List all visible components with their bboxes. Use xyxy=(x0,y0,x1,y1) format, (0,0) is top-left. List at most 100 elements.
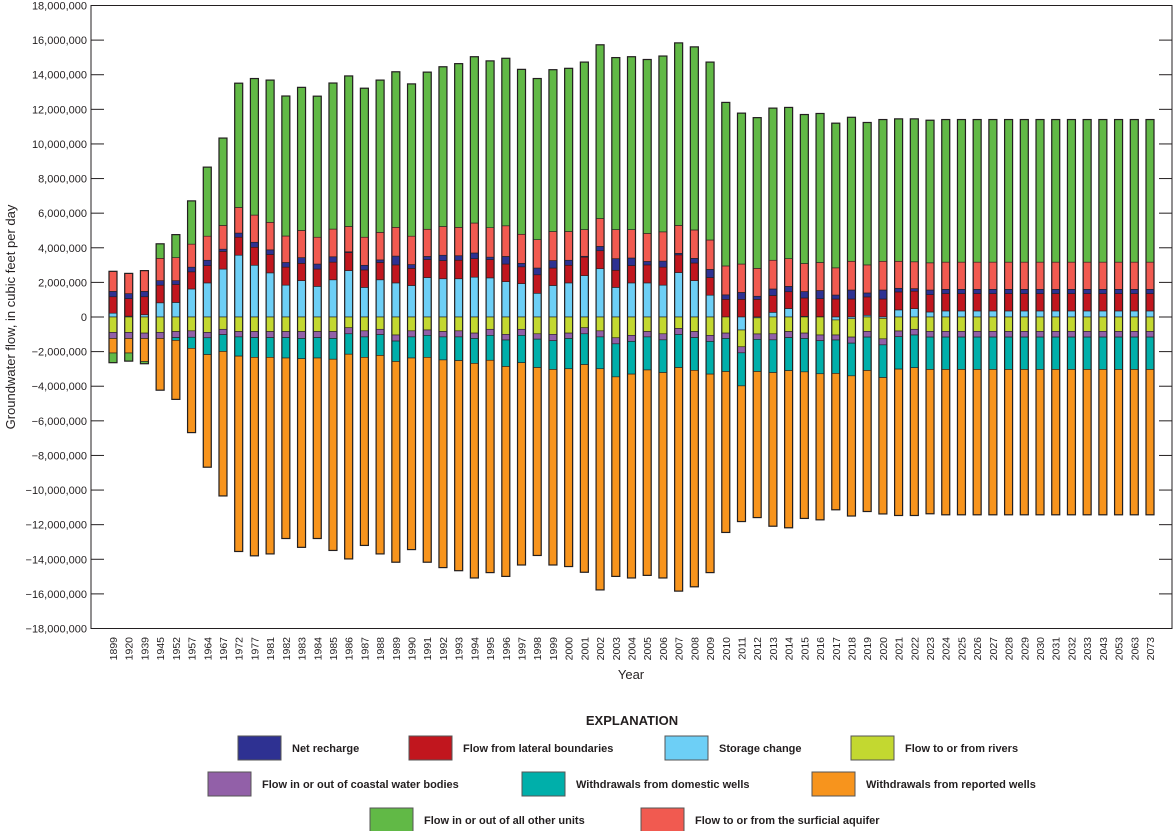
bar-segment-storage-change xyxy=(1020,310,1029,318)
y-tick-label: 16,000,000 xyxy=(32,35,87,47)
bar-outline xyxy=(296,86,307,548)
bar-2012 xyxy=(752,117,762,519)
bar-2020 xyxy=(878,118,888,515)
bar-segment-flow-to-or-from-rivers xyxy=(580,316,589,329)
bar-outline xyxy=(768,107,778,527)
bar-segment-storage-change xyxy=(281,284,291,318)
bar-1996 xyxy=(501,57,511,578)
x-tick-label: 1983 xyxy=(297,637,309,661)
bar-segment-flow-in-or-out-of-coastal-water-bodies xyxy=(391,334,401,342)
x-tick-label: 2031 xyxy=(1051,637,1063,661)
bar-segment-flow-to-or-from-the-surficial-aquifer xyxy=(878,260,888,291)
bar-segment-withdrawals-from-reported-wells xyxy=(375,355,385,555)
bar-segment-net-recharge xyxy=(1067,289,1076,294)
bar-segment-flow-to-or-from-rivers xyxy=(737,329,746,348)
bar-outline xyxy=(1145,118,1155,516)
bar-segment-withdrawals-from-domestic-wells xyxy=(328,338,338,360)
bar-segment-withdrawals-from-domestic-wells xyxy=(972,336,982,370)
bar-segment-flow-in-or-out-of-all-other-units xyxy=(454,63,463,228)
bar-segment-flow-from-lateral-boundaries xyxy=(737,299,746,318)
x-tick-label: 1995 xyxy=(485,637,497,661)
bar-segment-flow-in-or-out-of-all-other-units xyxy=(768,107,778,261)
bar-segment-flow-in-or-out-of-all-other-units xyxy=(1067,119,1076,263)
bar-segment-withdrawals-from-domestic-wells xyxy=(642,336,652,371)
bar-1997 xyxy=(516,68,527,566)
bar-segment-net-recharge xyxy=(862,292,872,298)
bar-1964 xyxy=(202,166,212,468)
bar-segment-net-recharge xyxy=(234,232,243,238)
bar-segment-flow-to-or-from-rivers xyxy=(721,316,731,334)
bar-segment-storage-change xyxy=(234,254,243,318)
bar-segment-net-recharge xyxy=(768,288,778,296)
bar-segment-withdrawals-from-domestic-wells xyxy=(422,335,432,358)
bar-segment-flow-in-or-out-of-coastal-water-bodies xyxy=(1098,331,1108,338)
bar-segment-flow-to-or-from-the-surficial-aquifer xyxy=(250,214,259,243)
bar-segment-flow-from-lateral-boundaries xyxy=(1082,293,1092,312)
bar-outline xyxy=(689,46,699,588)
bar-segment-net-recharge xyxy=(1020,289,1029,294)
bar-segment-flow-to-or-from-rivers xyxy=(281,316,291,332)
bar-segment-net-recharge xyxy=(391,255,401,266)
bar-2024 xyxy=(941,118,951,516)
bar-segment-withdrawals-from-reported-wells xyxy=(281,357,291,539)
bar-segment-flow-from-lateral-boundaries xyxy=(391,264,401,284)
bar-segment-storage-change xyxy=(218,268,228,318)
bar-segment-flow-to-or-from-rivers xyxy=(1098,316,1108,332)
bar-outline xyxy=(1066,118,1077,516)
bar-segment-storage-change xyxy=(831,316,841,321)
bar-segment-flow-in-or-out-of-coastal-water-bodies xyxy=(360,330,369,338)
bar-segment-flow-to-or-from-the-surficial-aquifer xyxy=(501,225,511,257)
y-tick-label: −12,000,000 xyxy=(26,520,87,532)
bar-segment-net-recharge xyxy=(1082,289,1092,294)
bar-segment-flow-in-or-out-of-all-other-units xyxy=(265,79,275,223)
bar-outline xyxy=(674,42,684,592)
bar-segment-flow-to-or-from-the-surficial-aquifer xyxy=(485,227,495,258)
bar-segment-flow-to-or-from-rivers xyxy=(878,318,888,340)
x-tick-label: 1981 xyxy=(265,637,277,661)
bar-segment-withdrawals-from-reported-wells xyxy=(674,367,683,592)
bar-segment-withdrawals-from-domestic-wells xyxy=(752,339,762,372)
bar-segment-withdrawals-from-reported-wells xyxy=(1067,369,1076,516)
bar-segment-withdrawals-from-domestic-wells xyxy=(391,340,401,362)
bar-segment-flow-to-or-from-rivers xyxy=(752,317,762,335)
bar-1982 xyxy=(281,95,291,540)
bar-segment-flow-in-or-out-of-all-other-units xyxy=(862,122,872,266)
bar-1981 xyxy=(265,79,275,555)
bar-segment-flow-in-or-out-of-all-other-units xyxy=(752,117,762,269)
bar-2028 xyxy=(1003,118,1014,516)
bar-segment-flow-from-lateral-boundaries xyxy=(941,293,951,312)
bar-segment-withdrawals-from-reported-wells xyxy=(422,357,432,563)
bar-segment-flow-in-or-out-of-all-other-units xyxy=(1129,119,1139,263)
bar-outline xyxy=(1051,118,1061,516)
bar-segment-flow-to-or-from-the-surficial-aquifer xyxy=(611,229,621,259)
bar-segment-flow-from-lateral-boundaries xyxy=(768,295,778,313)
bar-segment-flow-in-or-out-of-all-other-units xyxy=(721,102,731,267)
bar-segment-flow-to-or-from-the-surficial-aquifer xyxy=(580,229,589,257)
bar-1995 xyxy=(485,60,495,574)
x-tick-label: 2009 xyxy=(705,637,717,661)
bar-segment-storage-change xyxy=(155,302,165,318)
bar-segment-flow-in-or-out-of-coastal-water-bodies xyxy=(470,332,479,339)
bar-segment-flow-from-lateral-boundaries xyxy=(108,296,118,314)
bar-segment-net-recharge xyxy=(218,248,228,252)
legend-swatch xyxy=(408,735,453,761)
bar-segment-withdrawals-from-domestic-wells xyxy=(360,336,369,358)
bar-segment-flow-to-or-from-rivers xyxy=(1145,316,1155,332)
bar-segment-flow-to-or-from-the-surficial-aquifer xyxy=(894,260,903,289)
x-tick-label: 2022 xyxy=(909,637,921,661)
bar-segment-flow-from-lateral-boundaries xyxy=(1020,293,1029,312)
x-tick-label: 2017 xyxy=(831,637,843,661)
bar-outline xyxy=(344,75,354,560)
bar-segment-storage-change xyxy=(1145,310,1155,318)
bar-segment-flow-from-lateral-boundaries xyxy=(281,266,291,286)
bar-outline xyxy=(909,118,919,517)
x-tick-label: 2002 xyxy=(595,637,607,661)
x-tick-label: 1972 xyxy=(234,637,246,661)
bar-segment-flow-to-or-from-the-surficial-aquifer xyxy=(768,259,778,290)
bar-segment-flow-to-or-from-rivers xyxy=(800,316,809,334)
bar-segment-net-recharge xyxy=(548,260,558,269)
bar-2031 xyxy=(1051,118,1061,516)
bar-segment-flow-in-or-out-of-all-other-units xyxy=(658,55,668,233)
bar-outline xyxy=(1035,118,1045,516)
bar-segment-withdrawals-from-domestic-wells xyxy=(1067,336,1076,370)
